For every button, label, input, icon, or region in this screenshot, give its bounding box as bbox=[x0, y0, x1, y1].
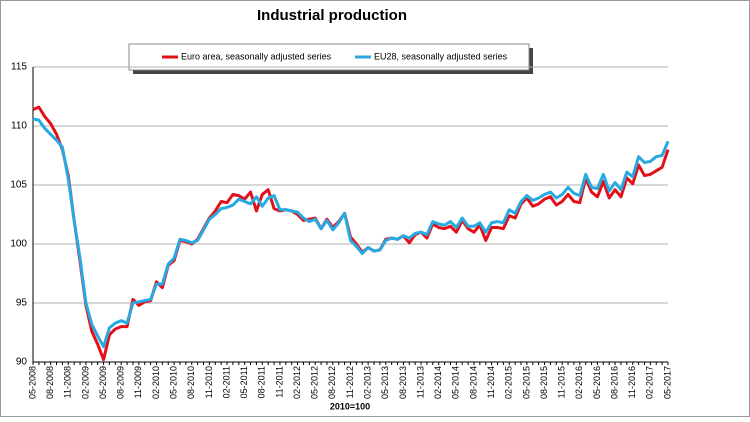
x-tick-label: 11-2012 bbox=[345, 366, 355, 398]
y-tick-label: 110 bbox=[11, 121, 27, 132]
x-tick-label: 08-2015 bbox=[539, 366, 549, 399]
x-tick-label: 08-2009 bbox=[116, 366, 126, 399]
legend-label: EU28, seasonally adjusted series bbox=[374, 51, 508, 61]
y-tick-label: 95 bbox=[16, 298, 28, 309]
x-tick-label: 02-2011 bbox=[221, 366, 231, 398]
x-tick-label: 05-2015 bbox=[521, 366, 531, 399]
x-tick-label: 05-2016 bbox=[592, 366, 602, 399]
x-axis-label: 2010=100 bbox=[330, 401, 370, 411]
x-tick-label: 02-2013 bbox=[363, 366, 373, 399]
x-tick-label: 11-2014 bbox=[486, 366, 496, 398]
legend-label: Euro area, seasonally adjusted series bbox=[181, 51, 332, 61]
x-tick-label: 02-2009 bbox=[80, 366, 90, 399]
x-tick-label: 02-2015 bbox=[504, 366, 514, 399]
x-tick-label: 05-2011 bbox=[239, 366, 249, 398]
chart-title: Industrial production bbox=[257, 7, 407, 24]
x-tick-label: 11-2010 bbox=[204, 366, 214, 398]
x-tick-label: 11-2011 bbox=[274, 366, 284, 398]
x-tick-label: 05-2013 bbox=[380, 366, 390, 399]
x-tick-label: 05-2017 bbox=[662, 366, 672, 399]
x-tick-label: 05-2014 bbox=[451, 366, 461, 399]
x-tick-label: 08-2016 bbox=[609, 366, 619, 399]
x-tick-label: 05-2010 bbox=[168, 366, 178, 399]
series-line bbox=[32, 117, 670, 349]
y-tick-label: 105 bbox=[10, 180, 27, 191]
x-tick-label: 02-2012 bbox=[292, 366, 302, 399]
x-tick-label: 08-2010 bbox=[186, 366, 196, 399]
x-tick-label: 05-2009 bbox=[98, 366, 108, 399]
x-tick-label: 11-2016 bbox=[627, 366, 637, 398]
x-tick-label: 11-2013 bbox=[415, 366, 425, 398]
legend-box bbox=[128, 43, 530, 71]
x-tick-label: 11-2009 bbox=[133, 366, 143, 398]
y-tick-label: 115 bbox=[11, 62, 27, 73]
x-tick-label: 02-2016 bbox=[574, 366, 584, 399]
x-tick-label: 05-2008 bbox=[27, 366, 37, 399]
x-tick-label: 08-2008 bbox=[45, 366, 55, 399]
x-tick-label: 11-2015 bbox=[557, 366, 567, 398]
x-tick-label: 11-2008 bbox=[63, 366, 73, 398]
x-tick-label: 02-2017 bbox=[645, 366, 655, 399]
x-tick-label: 08-2012 bbox=[327, 366, 337, 399]
x-tick-label: 08-2014 bbox=[468, 366, 478, 399]
x-tick-label: 08-2011 bbox=[257, 366, 267, 398]
y-tick-label: 100 bbox=[10, 239, 27, 250]
x-tick-label: 02-2010 bbox=[151, 366, 161, 399]
x-tick-label: 05-2012 bbox=[310, 366, 320, 399]
x-tick-label: 02-2014 bbox=[433, 366, 443, 399]
x-tick-label: 08-2013 bbox=[398, 366, 408, 399]
y-tick-label: 90 bbox=[16, 357, 28, 368]
